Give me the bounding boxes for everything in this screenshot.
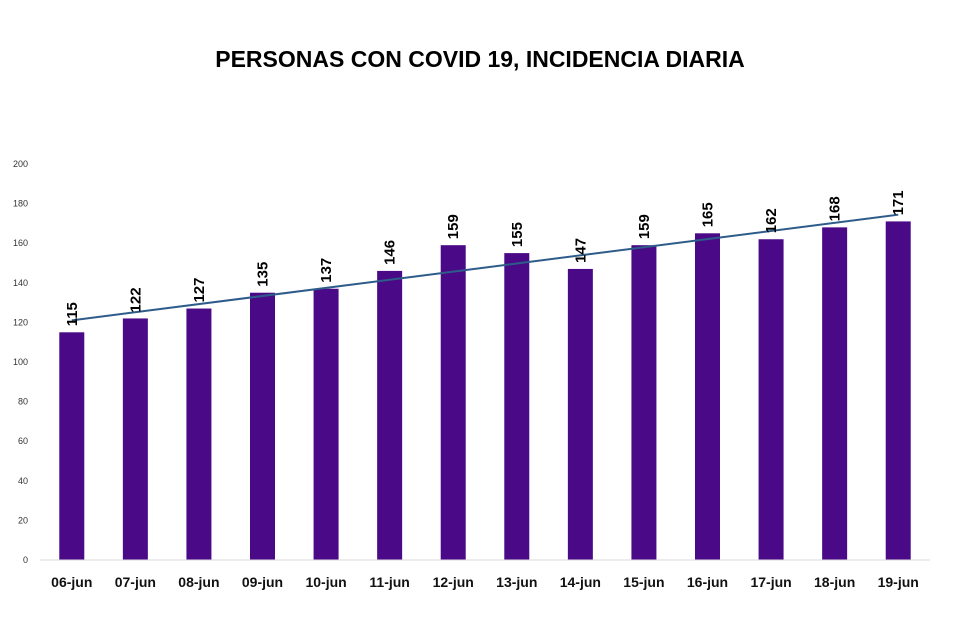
y-tick-label: 40: [18, 476, 28, 486]
x-tick-label: 06-jun: [51, 574, 92, 590]
bar: [440, 245, 466, 560]
x-tick-label: 09-jun: [242, 574, 283, 590]
y-tick-label: 20: [18, 515, 28, 525]
bar: [122, 318, 148, 560]
y-tick-label: 140: [13, 278, 28, 288]
trendline: [71, 213, 899, 322]
x-tick-label: 15-jun: [623, 574, 664, 590]
bar: [695, 233, 720, 561]
chart-title: PERSONAS CON COVID 19, INCIDENCIA DIARIA: [215, 46, 745, 72]
x-tick-label: 08-jun: [178, 574, 219, 590]
y-tick-label: 160: [13, 238, 28, 248]
x-axis: 06-jun 07-jun 08-jun 09-jun 10-jun 11-jun 12-j…: [40, 559, 930, 590]
bar: [885, 221, 911, 561]
x-tick-label: 17-jun: [750, 574, 791, 590]
y-tick-label: 120: [13, 317, 28, 327]
data-label: 171: [890, 190, 907, 215]
bar: [59, 332, 85, 560]
y-tick-label: 60: [18, 436, 28, 446]
x-tick-label: 13-jun: [496, 574, 537, 590]
bar: [250, 292, 275, 560]
data-label: 127: [191, 278, 208, 303]
trendline-group: [71, 213, 899, 322]
bars: [59, 221, 911, 561]
bar: [504, 253, 530, 560]
x-tick-label: 12-jun: [433, 574, 474, 590]
x-tick-label: 10-jun: [305, 574, 346, 590]
data-label: 137: [318, 258, 335, 283]
bar: [631, 245, 657, 560]
data-label: 155: [509, 222, 526, 247]
y-tick-label: 180: [13, 199, 28, 209]
data-label: 135: [255, 262, 272, 287]
data-label: 159: [636, 214, 653, 239]
y-tick-label: 100: [13, 357, 28, 367]
x-tick-label: 14-jun: [560, 574, 601, 590]
bar: [822, 227, 848, 561]
bar: [567, 268, 593, 560]
x-tick-label: 19-jun: [878, 574, 919, 590]
data-label: 165: [700, 202, 717, 227]
bar: [313, 288, 339, 560]
bar: [186, 308, 212, 560]
x-tick-label: 11-jun: [369, 574, 409, 590]
data-label: 147: [572, 238, 589, 263]
data-label: 122: [127, 287, 144, 312]
data-label: 146: [382, 240, 399, 265]
bar: [377, 270, 403, 560]
x-tick-label: 18-jun: [814, 574, 855, 590]
bar: [758, 239, 784, 561]
y-tick-label: 200: [13, 159, 28, 169]
y-tick-label: 0: [23, 555, 28, 565]
data-label: 115: [64, 302, 81, 326]
x-tick-label: 16-jun: [687, 574, 728, 590]
data-label: 168: [827, 196, 844, 221]
data-label: 162: [763, 208, 780, 233]
y-tick-label: 80: [18, 397, 28, 407]
y-axis: 0 20 40 60 80 100 120 140 160 180 200: [13, 159, 28, 565]
data-label: 159: [445, 214, 462, 239]
x-tick-label: 07-jun: [115, 574, 156, 590]
data-labels: 115 122 127 135 137 146 159 155 147 159 165 162 168 1…: [64, 190, 907, 326]
